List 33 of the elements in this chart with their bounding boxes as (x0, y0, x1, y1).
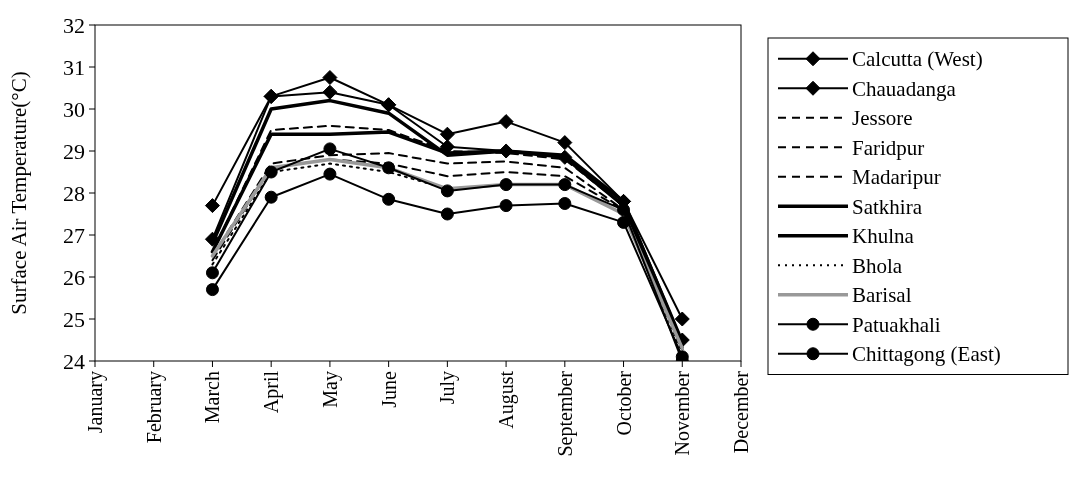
x-tick-label: February (142, 371, 166, 444)
y-tick-label: 31 (63, 54, 85, 80)
x-tick-label: April (260, 370, 284, 414)
legend-label: Faridpur (852, 135, 925, 160)
legend-label: Chittagong (East) (852, 342, 1001, 367)
x-tick-label: December (730, 370, 752, 454)
x-tick-label: March (201, 371, 224, 424)
legend-label: Khulna (852, 224, 915, 249)
y-tick-label: 29 (63, 138, 85, 164)
y-tick-label: 30 (63, 96, 85, 122)
x-tick-label: October (612, 370, 635, 436)
legend-label: Calcutta (West) (852, 47, 983, 72)
y-axis-title: Surface Air Temperature(°C) (7, 71, 31, 315)
legend-label: Barisal (852, 283, 912, 308)
legend-label: Chauadanga (852, 76, 957, 101)
legend-label: Madaripur (852, 165, 941, 190)
x-tick-label: May (318, 371, 342, 408)
y-tick-label: 24 (63, 348, 85, 374)
x-tick-label: June (377, 370, 400, 408)
legend-label: Bhola (852, 253, 903, 278)
x-tick-label: September (553, 370, 577, 457)
x-tick-label: July (436, 371, 460, 405)
legend-label: Jessore (852, 106, 913, 131)
x-tick-label: August (495, 370, 519, 429)
y-tick-label: 26 (63, 264, 85, 290)
x-tick-label: November (671, 370, 694, 456)
legend-label: Patuakhali (852, 312, 941, 337)
y-tick-label: 28 (63, 180, 85, 206)
legend-label: Satkhira (852, 194, 923, 219)
y-tick-label: 25 (63, 306, 85, 332)
y-tick-label: 27 (63, 222, 85, 248)
x-tick-label: January (84, 371, 107, 434)
y-tick-label: 32 (63, 12, 85, 38)
